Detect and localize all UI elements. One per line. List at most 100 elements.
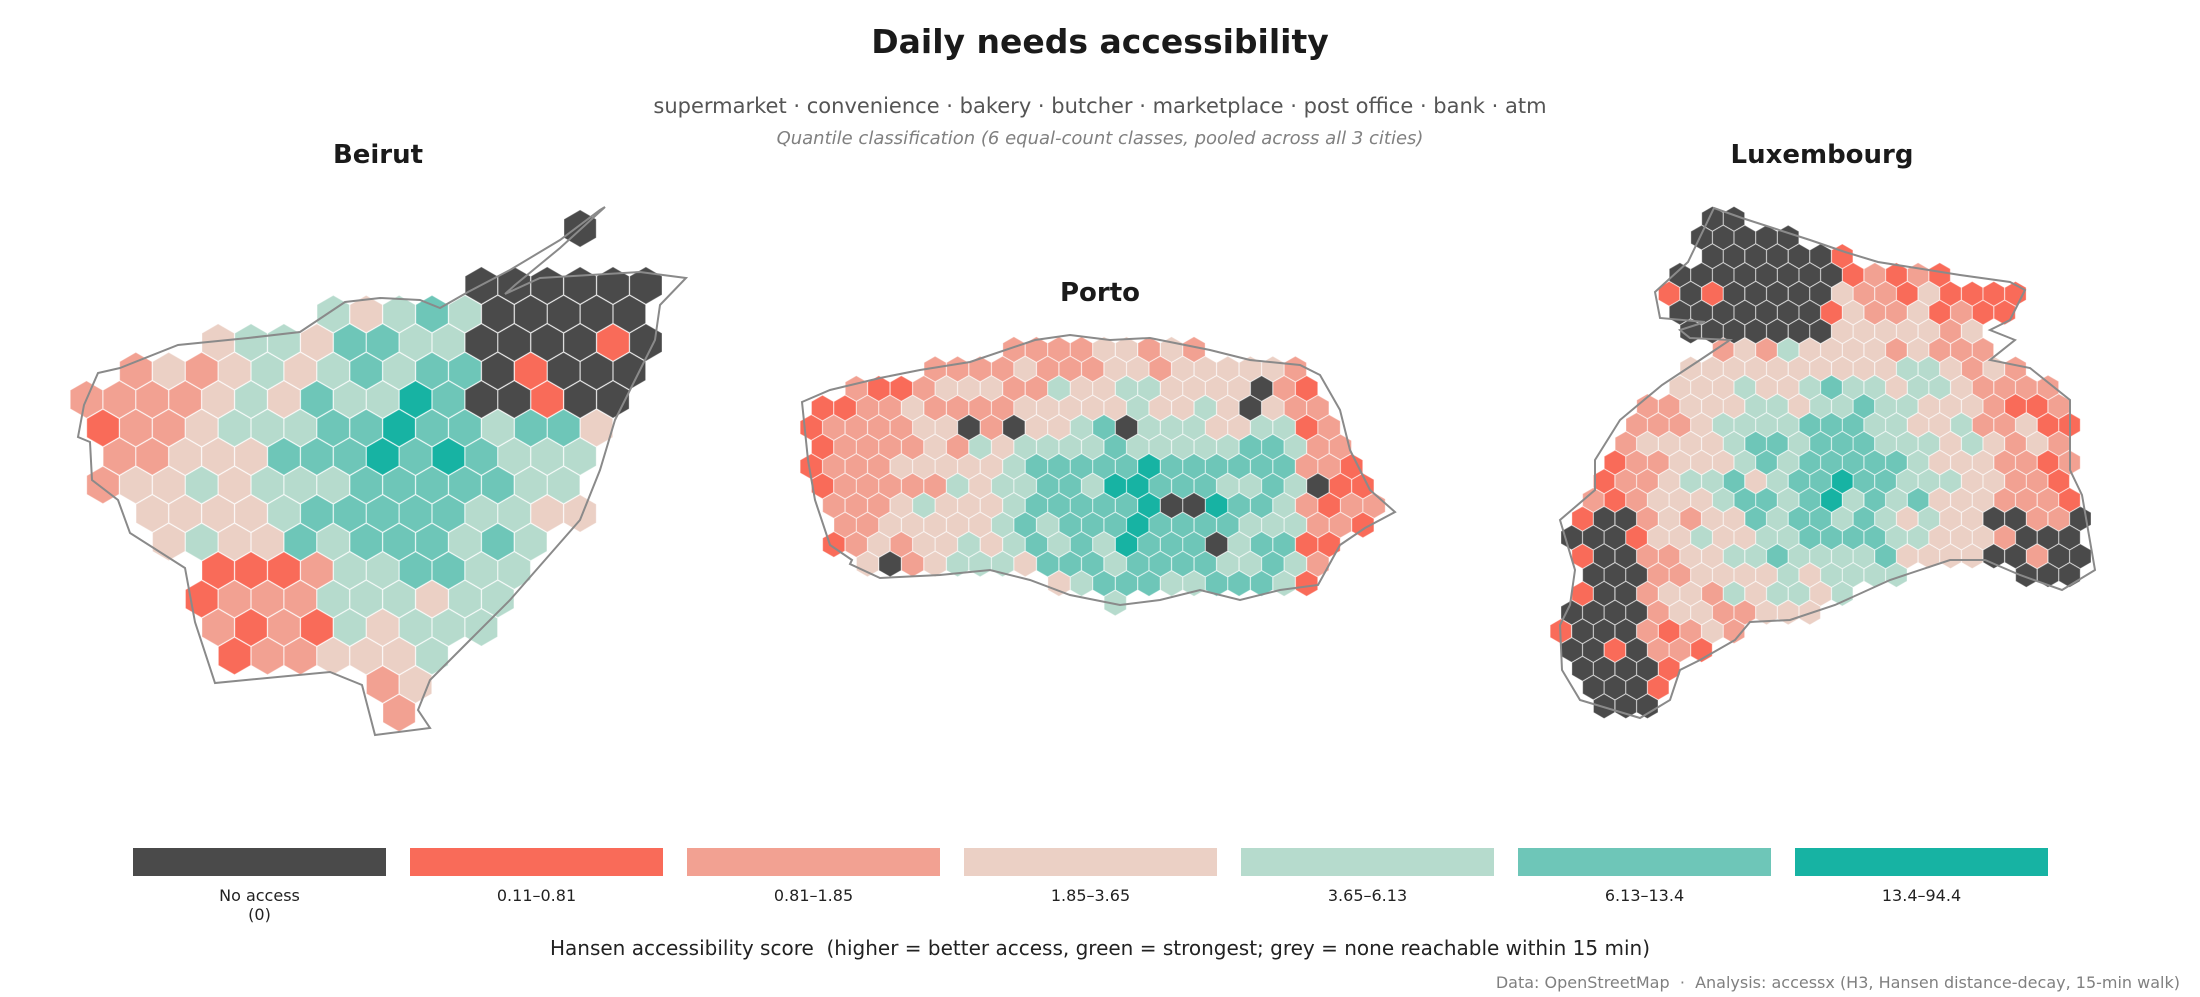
hex-cell (1272, 375, 1296, 402)
hex-cell (1722, 280, 1746, 307)
classification-note: Quantile classification (6 equal-count c… (776, 128, 1424, 149)
hex-cell (1722, 468, 1746, 495)
hex-cell (1928, 449, 1951, 476)
hex-cell (333, 551, 367, 590)
hex-cell (1798, 524, 1821, 551)
hex-cell (1809, 280, 1832, 307)
hex-cell (267, 551, 301, 590)
hex-cell (1160, 453, 1184, 480)
hex-cell (1216, 472, 1240, 500)
hex-cell (1126, 511, 1150, 539)
hex-cell (1766, 543, 1789, 570)
hex-cell (1126, 472, 1150, 500)
hex-cell (481, 522, 515, 562)
hex-cell (1668, 562, 1691, 588)
hex-cell (217, 636, 252, 676)
hex-cell (1917, 318, 1940, 345)
hex-cell (856, 394, 880, 422)
data-credit: Data: OpenStreetMap · Analysis: accessx … (1495, 973, 2180, 992)
hex-cell (1690, 487, 1713, 513)
hex-cell (1625, 412, 1648, 438)
hex-cell (934, 531, 958, 558)
hex-cell (1982, 505, 2005, 532)
hex-cell (168, 437, 202, 476)
hex-cell (1036, 433, 1060, 461)
hex-cell (234, 551, 268, 590)
hex-cell (1787, 468, 1811, 495)
hex-cell (1658, 468, 1681, 495)
hex-cell (1092, 492, 1116, 519)
hex-cell (152, 522, 186, 562)
hex-cell (349, 579, 383, 619)
hex-cell (1036, 511, 1060, 539)
hex-cell (1755, 337, 1778, 363)
legend-swatch (1795, 848, 2048, 876)
hex-cell (1340, 492, 1364, 519)
hex-cell (1571, 505, 1594, 532)
hex-cell (1182, 531, 1206, 558)
hex-cell (878, 511, 902, 539)
hex-cell (1614, 468, 1637, 495)
hex-cell (300, 608, 334, 647)
hex-cell (1690, 599, 1713, 626)
hex-cell (333, 608, 367, 647)
hex-cell (1238, 511, 1262, 539)
hex-cell (2015, 562, 2038, 588)
hex-cell (1679, 468, 1702, 495)
hex-cell (530, 494, 564, 533)
hex-cell (1874, 355, 1897, 382)
hex-cell (250, 579, 285, 619)
hex-cell (1306, 394, 1330, 422)
hex-cell (629, 323, 663, 362)
hex-cell (1614, 655, 1637, 682)
hex-cell (1081, 433, 1105, 461)
hex-cell (1668, 599, 1691, 626)
hex-cell (1092, 336, 1116, 363)
hex-cell (217, 465, 252, 505)
amenity-list-subtitle: supermarket · convenience · bakery · but… (653, 94, 1547, 118)
hex-cell (1950, 337, 1973, 363)
hex-cell (2047, 505, 2070, 532)
hex-cell (1961, 543, 1984, 570)
hex-cell (1896, 393, 1919, 420)
hex-cell (1701, 243, 1724, 270)
hex-cell (1939, 280, 1962, 307)
hex-cell (1852, 505, 1875, 532)
hex-cell (563, 437, 597, 476)
hex-cell (2026, 468, 2049, 495)
hex-cell (1798, 262, 1821, 288)
hex-cell (1582, 487, 1605, 513)
hex-cell (382, 522, 416, 562)
hex-cell (1126, 394, 1150, 422)
hex-cell (1701, 468, 1724, 495)
hex-cell (1820, 337, 1843, 363)
hex-cell (1982, 430, 2005, 457)
hex-cell (1928, 487, 1951, 513)
hex-cell (530, 437, 564, 476)
hex-cell (366, 665, 400, 704)
hex-cell (316, 636, 350, 676)
hex-cell (1701, 318, 1724, 345)
hex-cell (1115, 453, 1138, 480)
hex-cell (1733, 524, 1756, 551)
hex-cell (968, 394, 992, 422)
hex-cell (1787, 318, 1811, 345)
hex-cell (1701, 618, 1724, 645)
hex-cell (1993, 449, 2016, 476)
hex-cell (991, 550, 1015, 578)
hex-cell (382, 351, 416, 391)
hex-cell (1885, 524, 1908, 551)
hex-cell (1701, 580, 1724, 607)
hex-cell (1787, 355, 1811, 382)
hex-cell (1690, 412, 1713, 438)
hex-cell (822, 492, 846, 519)
hex-cell (1250, 492, 1274, 519)
hex-cell (1798, 487, 1821, 513)
hex-cell (1885, 337, 1908, 363)
hex-cell (2047, 543, 2070, 570)
hex-cell (1250, 453, 1274, 480)
hex-cell (912, 492, 936, 519)
hex-cell (464, 494, 498, 533)
hex-cell (1842, 487, 1865, 513)
hex-cell (1013, 394, 1037, 422)
